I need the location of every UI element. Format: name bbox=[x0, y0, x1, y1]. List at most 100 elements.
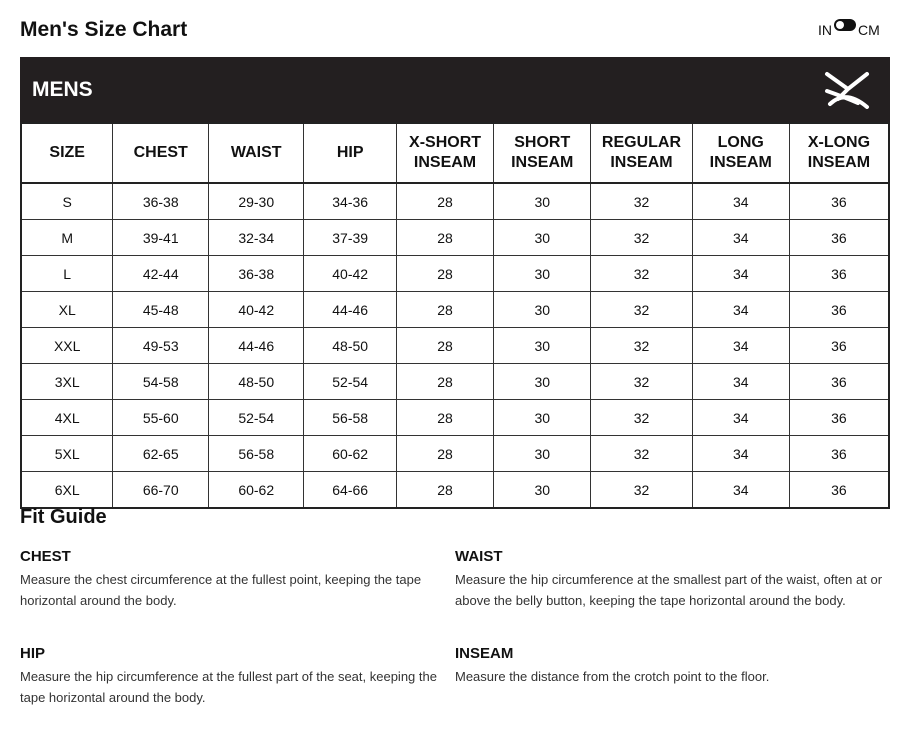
column-header: SHORT INSEAM bbox=[493, 122, 592, 184]
table-cell: S bbox=[20, 182, 114, 220]
unit-toggle[interactable]: IN CM bbox=[818, 19, 880, 38]
table-cell: 30 bbox=[493, 327, 592, 364]
table-cell: 34 bbox=[691, 363, 790, 400]
table-row: 3XL 54-58 48-50 52-54 28 30 32 34 36 bbox=[20, 363, 890, 400]
table-cell: 36 bbox=[788, 182, 890, 220]
table-cell: 32 bbox=[590, 219, 693, 256]
table-cell: 36-38 bbox=[208, 255, 305, 292]
column-header: SIZE bbox=[20, 122, 114, 184]
table-cell: 28 bbox=[395, 471, 495, 509]
toggle-switch[interactable] bbox=[834, 19, 856, 31]
section-text: Measure the hip circumference at the ful… bbox=[20, 669, 437, 705]
table-row: L 42-44 36-38 40-42 28 30 32 34 36 bbox=[20, 255, 890, 292]
fit-guide-title: Fit Guide bbox=[20, 506, 107, 528]
header-text: HIP bbox=[336, 144, 364, 161]
table-cell: 30 bbox=[493, 471, 592, 509]
table-cell: 48-50 bbox=[208, 363, 305, 400]
section-title: CHEST bbox=[20, 548, 71, 565]
fit-guide-section-hip: HIP Measure the hip circumference at the … bbox=[20, 645, 450, 708]
header-text: INSEAM bbox=[610, 154, 673, 171]
table-cell: 30 bbox=[493, 219, 592, 256]
brand-x-logo-icon bbox=[825, 72, 869, 109]
table-cell: 64-66 bbox=[303, 471, 397, 509]
table-cell: 36 bbox=[788, 219, 890, 256]
page-title: Men's Size Chart bbox=[20, 18, 188, 41]
table-cell: 55-60 bbox=[112, 399, 210, 436]
table-cell: 44-46 bbox=[303, 291, 397, 328]
table-cell: 29-30 bbox=[208, 182, 305, 220]
header-text: WAIST bbox=[230, 144, 282, 161]
header-text: REGULAR bbox=[601, 134, 682, 151]
table-cell: 34 bbox=[691, 255, 790, 292]
table-cell: 48-50 bbox=[303, 327, 397, 364]
section-title: INSEAM bbox=[455, 645, 514, 662]
table-row: 4XL 55-60 52-54 56-58 28 30 32 34 36 bbox=[20, 399, 890, 436]
table-cell: 45-48 bbox=[112, 291, 210, 328]
table-cell: 32 bbox=[590, 399, 693, 436]
table-cell: 54-58 bbox=[112, 363, 210, 400]
fit-guide-section-chest: CHEST Measure the chest circumference at … bbox=[20, 548, 450, 611]
table-cell: 32 bbox=[590, 255, 693, 292]
table-cell: 6XL bbox=[20, 471, 114, 509]
column-header: REGULAR INSEAM bbox=[590, 122, 693, 184]
column-header: X-SHORT INSEAM bbox=[395, 122, 495, 184]
table-cell: 28 bbox=[395, 219, 495, 256]
header-text: INSEAM bbox=[807, 154, 871, 171]
table-row: M 39-41 32-34 37-39 28 30 32 34 36 bbox=[20, 219, 890, 256]
table-cell: 36 bbox=[788, 327, 890, 364]
header-text: INSEAM bbox=[709, 154, 772, 171]
header-text: X-SHORT bbox=[409, 134, 482, 151]
table-cell: 28 bbox=[395, 291, 495, 328]
header-text: INSEAM bbox=[413, 154, 477, 171]
table-cell: 52-54 bbox=[208, 399, 305, 436]
table-row: XL 45-48 40-42 44-46 28 30 32 34 36 bbox=[20, 291, 890, 328]
table-cell: 56-58 bbox=[208, 435, 305, 472]
unit-in-label: IN bbox=[818, 22, 832, 38]
section-text: Measure the chest circumference at the f… bbox=[20, 572, 422, 608]
table-cell: 34 bbox=[691, 291, 790, 328]
table-cell: 37-39 bbox=[303, 219, 397, 256]
section-title: WAIST bbox=[455, 548, 503, 565]
table-cell: 36 bbox=[788, 435, 890, 472]
table-cell: 32 bbox=[590, 327, 693, 364]
table-cell: 4XL bbox=[20, 399, 114, 436]
table-cell: 42-44 bbox=[112, 255, 210, 292]
table-cell: 40-42 bbox=[303, 255, 397, 292]
table-cell: 34 bbox=[691, 219, 790, 256]
column-header: WAIST bbox=[208, 122, 305, 184]
table-cell: 28 bbox=[395, 399, 495, 436]
table-cell: 36 bbox=[788, 471, 890, 509]
table-cell: 34 bbox=[691, 399, 790, 436]
table-row: 6XL 66-70 60-62 64-66 28 30 32 34 36 bbox=[20, 471, 890, 509]
table-cell: 60-62 bbox=[303, 435, 397, 472]
table-cell: 34 bbox=[691, 435, 790, 472]
table-cell: 5XL bbox=[20, 435, 114, 472]
table-cell: 36 bbox=[788, 255, 890, 292]
table-cell: 32 bbox=[590, 435, 693, 472]
table-cell: 36-38 bbox=[112, 182, 210, 220]
column-header: LONG INSEAM bbox=[691, 122, 790, 184]
table-cell: 39-41 bbox=[112, 219, 210, 256]
table-cell: XXL bbox=[20, 327, 114, 364]
table-cell: 28 bbox=[395, 255, 495, 292]
section-text: Measure the hip circumference at the sma… bbox=[455, 572, 883, 608]
table-cell: 36 bbox=[788, 363, 890, 400]
header-text: LONG bbox=[717, 134, 764, 151]
table-row: 5XL 62-65 56-58 60-62 28 30 32 34 36 bbox=[20, 435, 890, 472]
section-title: HIP bbox=[20, 645, 46, 662]
header-text: SHORT bbox=[514, 134, 571, 151]
size-table: SIZE CHEST WAIST HIP X-SHORT INSEAM SHORT INSEA… bbox=[20, 122, 890, 509]
table-cell: 36 bbox=[788, 291, 890, 328]
header-text: INSEAM bbox=[511, 154, 574, 171]
header-text: X-LONG bbox=[807, 134, 871, 151]
table-cell: 40-42 bbox=[208, 291, 305, 328]
column-header: X-LONG INSEAM bbox=[788, 122, 890, 184]
table-cell: 30 bbox=[493, 399, 592, 436]
table-cell: 32 bbox=[590, 291, 693, 328]
table-cell: 3XL bbox=[20, 363, 114, 400]
table-cell: XL bbox=[20, 291, 114, 328]
mens-banner: MENS bbox=[20, 57, 890, 122]
table-cell: 28 bbox=[395, 327, 495, 364]
table-row: S 36-38 29-30 34-36 28 30 32 34 36 bbox=[20, 182, 890, 220]
table-cell: 34 bbox=[691, 471, 790, 509]
